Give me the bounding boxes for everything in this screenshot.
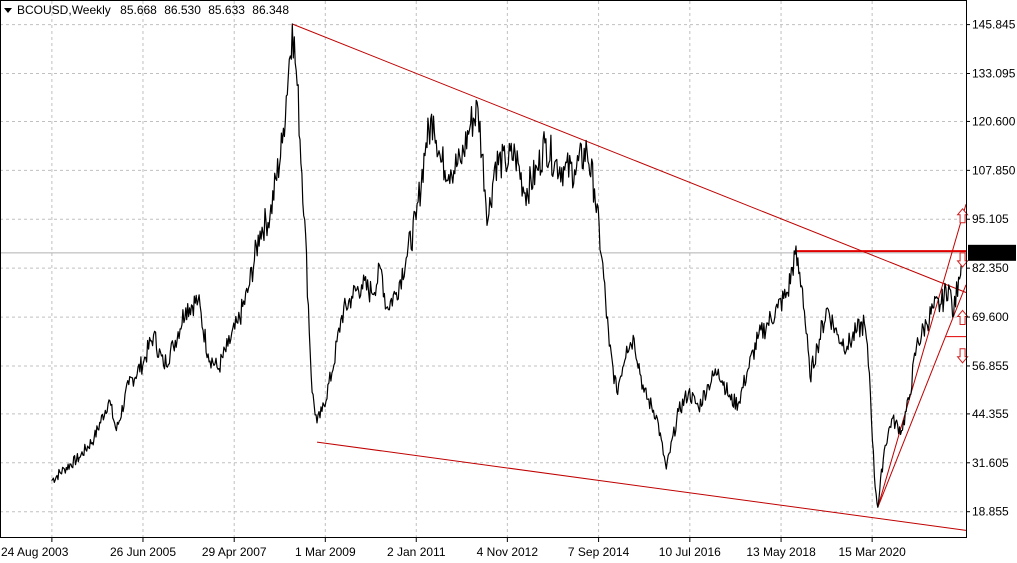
symbol-label: BCOUSD: [17, 3, 69, 17]
dropdown-triangle-icon[interactable]: [4, 8, 12, 13]
current-price-tag: 86.348: [968, 244, 1016, 261]
y-tick-label: 69.600: [972, 310, 1009, 324]
y-tick-label: 95.105: [972, 212, 1009, 226]
y-axis: 145.845 133.095 120.600 107.850 95.105 82.350…: [966, 18, 1016, 519]
arrow-up-icon[interactable]: [956, 309, 969, 325]
chart-title: BCOUSD,Weekly 85.668 86.530 85.633 86.34…: [4, 3, 289, 17]
signal-arrows[interactable]: [956, 208, 969, 364]
x-tick-label: 4 Nov 2012: [477, 545, 539, 559]
x-axis: 24 Aug 2003 26 Jun 2005 29 Apr 2007 1 Mar 2…: [1, 538, 906, 559]
svg-text:BCOUSD,Weekly 85.668: BCOUSD,Weekly 85.668 86.530 85.633 86.34…: [17, 3, 289, 17]
y-tick-label: 133.095: [972, 67, 1016, 81]
x-tick-label: 2 Jan 2011: [387, 545, 446, 559]
ohlc-close: 86.348: [252, 3, 289, 17]
trendline-3[interactable]: [877, 204, 967, 508]
arrow-down-icon[interactable]: [956, 348, 969, 364]
y-tick-label: 31.605: [972, 456, 1009, 470]
y-tick-label: 107.850: [972, 163, 1016, 177]
y-tick-label: 56.855: [972, 359, 1009, 373]
y-tick-label: 145.845: [972, 18, 1016, 32]
x-tick-label: 29 Apr 2007: [202, 545, 267, 559]
current-price-box: [968, 244, 1016, 261]
ohlc-open: 85.668: [120, 3, 157, 17]
timeframe-label: Weekly: [72, 3, 111, 17]
arrow-down-icon[interactable]: [956, 252, 969, 268]
ohlc-low: 85.633: [208, 3, 245, 17]
x-tick-label: 24 Aug 2003: [1, 545, 69, 559]
trendline-4[interactable]: [877, 284, 967, 508]
trendlines[interactable]: [292, 23, 967, 531]
current-price-label: 86.348: [973, 246, 1010, 260]
y-tick-label: 18.855: [972, 505, 1009, 519]
x-tick-label: 13 May 2018: [746, 545, 816, 559]
x-tick-label: 15 Mar 2020: [838, 545, 906, 559]
x-tick-label: 10 Jul 2016: [659, 545, 721, 559]
trendline-2[interactable]: [316, 441, 967, 531]
title-separator: ,: [68, 3, 71, 17]
trendline-1[interactable]: [292, 23, 967, 293]
y-tick-label: 82.350: [972, 261, 1009, 275]
x-tick-label: 7 Sep 2014: [568, 545, 630, 559]
price-line: [51, 23, 964, 508]
x-tick-label: 1 Mar 2009: [295, 545, 356, 559]
y-tick-label: 44.355: [972, 407, 1009, 421]
x-tick-label: 26 Jun 2005: [110, 545, 176, 559]
arrow-up-icon[interactable]: [956, 208, 969, 224]
y-tick-label: 120.600: [972, 114, 1016, 128]
price-series: [51, 23, 964, 508]
ohlc-high: 86.530: [164, 3, 201, 17]
plot-frame: [0, 0, 967, 538]
